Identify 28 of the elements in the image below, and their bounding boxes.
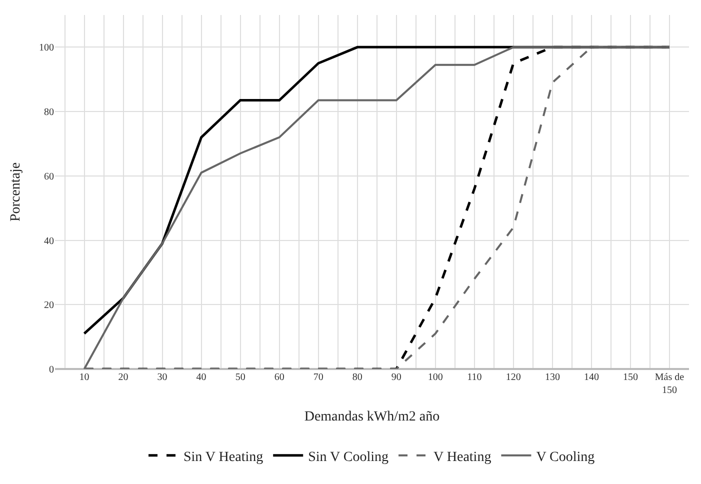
- x-tick-label: 20: [118, 372, 128, 383]
- x-tick-label: 50: [235, 372, 246, 383]
- x-tick-label: 40: [196, 372, 206, 383]
- x-tick-label: 90: [391, 372, 402, 383]
- x-tick-label: 80: [352, 372, 362, 383]
- y-tick-label: 40: [44, 236, 54, 247]
- y-tick-label: 100: [39, 42, 54, 54]
- legend-label: V Heating: [434, 450, 492, 465]
- x-tick-label: 100: [428, 372, 443, 383]
- x-tick-label: 70: [313, 372, 324, 383]
- x-tick-label: 140: [584, 372, 599, 383]
- y-axis-title: Porcentaje: [8, 162, 24, 222]
- y-tick-label: 0: [49, 364, 54, 376]
- y-tick-label: 80: [44, 107, 54, 118]
- x-tick-label: 10: [79, 372, 90, 383]
- x-tick-label: 150: [622, 372, 638, 383]
- x-tick-label: 120: [506, 372, 521, 383]
- x-axis-title: Demandas kWh/m2 año: [304, 409, 440, 424]
- x-tick-label: 30: [157, 372, 168, 383]
- x-tick-label: 60: [274, 372, 284, 383]
- x-tick-label: 130: [544, 372, 560, 383]
- y-tick-label: 20: [44, 300, 54, 312]
- x-tick-label: 110: [467, 372, 482, 383]
- legend-label: Sin V Heating: [184, 450, 264, 465]
- x-tick-label: Más de 150: [654, 372, 685, 396]
- legend-label: Sin V Cooling: [308, 450, 389, 465]
- legend-label: V Cooling: [536, 450, 595, 465]
- y-tick-label: 60: [44, 171, 54, 182]
